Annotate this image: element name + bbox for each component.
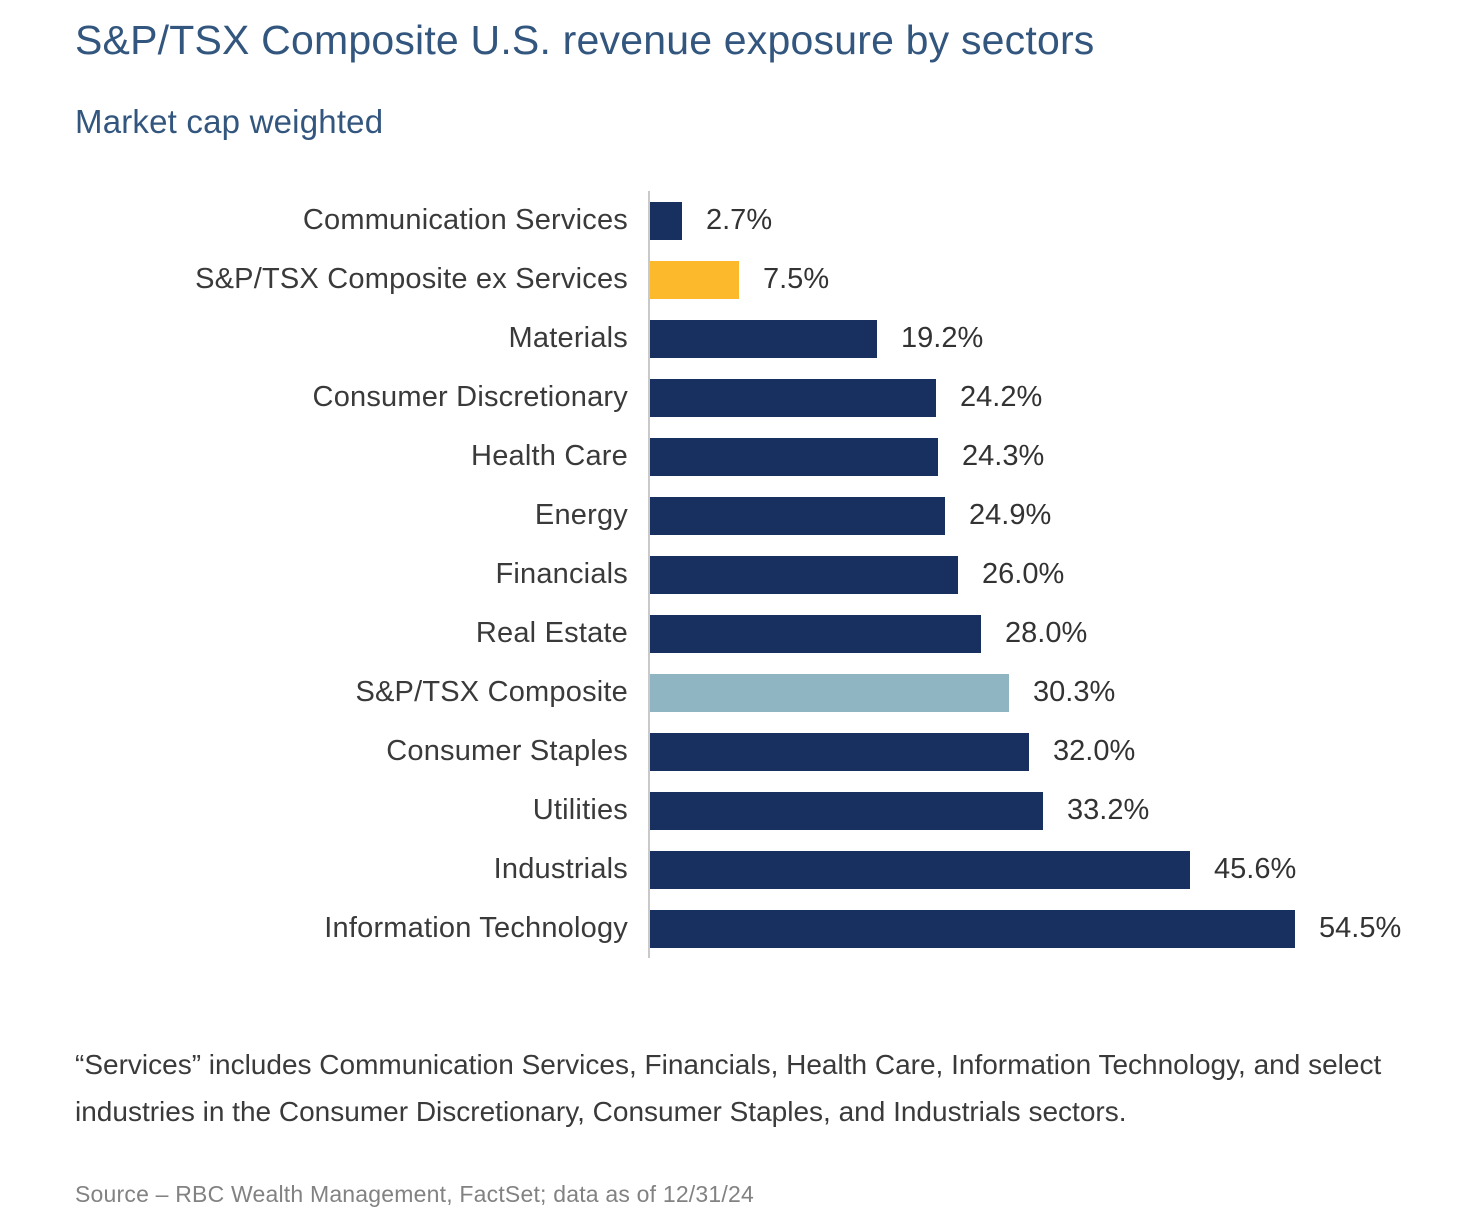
value-label: 24.9%	[969, 499, 1052, 532]
bar	[650, 319, 877, 358]
chart-row: Real Estate 28.0%	[75, 604, 1465, 664]
chart-subtitle: Market cap weighted	[75, 103, 384, 141]
bar-area: 24.9%	[648, 486, 1465, 546]
bar-area: 33.2%	[648, 781, 1465, 841]
category-label: Communication Services	[302, 204, 628, 237]
category-label: Energy	[534, 499, 628, 532]
chart-row: Consumer Staples 32.0%	[75, 722, 1465, 782]
bar-area: 28.0%	[648, 604, 1465, 664]
bar	[650, 260, 739, 299]
category-label: Utilities	[532, 794, 628, 827]
category-label: Financials	[495, 558, 628, 591]
value-label: 32.0%	[1053, 735, 1136, 768]
value-label: 24.2%	[960, 381, 1043, 414]
category-label: Consumer Discretionary	[312, 381, 628, 414]
bar-area: 2.7%	[648, 191, 1465, 251]
bar	[650, 732, 1029, 771]
value-label: 7.5%	[763, 263, 830, 296]
chart-row: Financials 26.0%	[75, 545, 1465, 605]
chart-row: S&P/TSX Composite ex Services 7.5%	[75, 250, 1465, 310]
chart-row: Health Care 24.3%	[75, 427, 1465, 487]
bar	[650, 614, 981, 653]
chart-row: Energy 24.9%	[75, 486, 1465, 546]
chart-row: Utilities 33.2%	[75, 781, 1465, 841]
value-label: 33.2%	[1067, 794, 1150, 827]
bar	[650, 496, 945, 535]
value-label: 2.7%	[706, 204, 773, 237]
footnote: “Services” includes Communication Servic…	[75, 1049, 1382, 1127]
bar	[650, 378, 936, 417]
bar	[650, 437, 938, 476]
category-label: Real Estate	[475, 617, 628, 650]
value-label: 26.0%	[982, 558, 1065, 591]
value-label: 19.2%	[901, 322, 984, 355]
chart-row: Materials 19.2%	[75, 309, 1465, 369]
source-attribution: Source – RBC Wealth Management, FactSet;…	[75, 1181, 754, 1208]
category-label: S&P/TSX Composite ex Services	[195, 263, 628, 296]
category-label: Industrials	[493, 853, 628, 886]
bar-area: 32.0%	[648, 722, 1465, 782]
bar-area: 45.6%	[648, 840, 1465, 900]
value-label: 24.3%	[962, 440, 1045, 473]
category-label: Health Care	[471, 440, 628, 473]
bar-area: 7.5%	[648, 250, 1465, 310]
bar-chart: Communication Services 2.7% S&P/TSX Compos…	[75, 191, 1465, 959]
bar-area: 54.5%	[648, 899, 1465, 959]
bar	[650, 673, 1009, 712]
chart-row: Consumer Discretionary 24.2%	[75, 368, 1465, 428]
value-label: 54.5%	[1319, 912, 1402, 945]
chart-row: S&P/TSX Composite 30.3%	[75, 663, 1465, 723]
value-label: 30.3%	[1033, 676, 1116, 709]
bar	[650, 909, 1295, 948]
chart-row: Industrials 45.6%	[75, 840, 1465, 900]
value-label: 45.6%	[1214, 853, 1297, 886]
value-label: 28.0%	[1005, 617, 1088, 650]
category-label: Consumer Staples	[386, 735, 628, 768]
bar	[650, 850, 1190, 889]
bar-area: 24.3%	[648, 427, 1465, 487]
bar-area: 26.0%	[648, 545, 1465, 605]
chart-title: S&P/TSX Composite U.S. revenue exposure …	[75, 17, 1095, 63]
bar	[650, 555, 958, 594]
category-label: S&P/TSX Composite	[355, 676, 628, 709]
chart-row: Information Technology 54.5%	[75, 899, 1465, 959]
bar	[650, 201, 682, 240]
bar-area: 24.2%	[648, 368, 1465, 428]
category-label: Materials	[508, 322, 628, 355]
bar-area: 30.3%	[648, 663, 1465, 723]
bar-area: 19.2%	[648, 309, 1465, 369]
chart-row: Communication Services 2.7%	[75, 191, 1465, 251]
category-label: Information Technology	[324, 912, 628, 945]
bar	[650, 791, 1043, 830]
